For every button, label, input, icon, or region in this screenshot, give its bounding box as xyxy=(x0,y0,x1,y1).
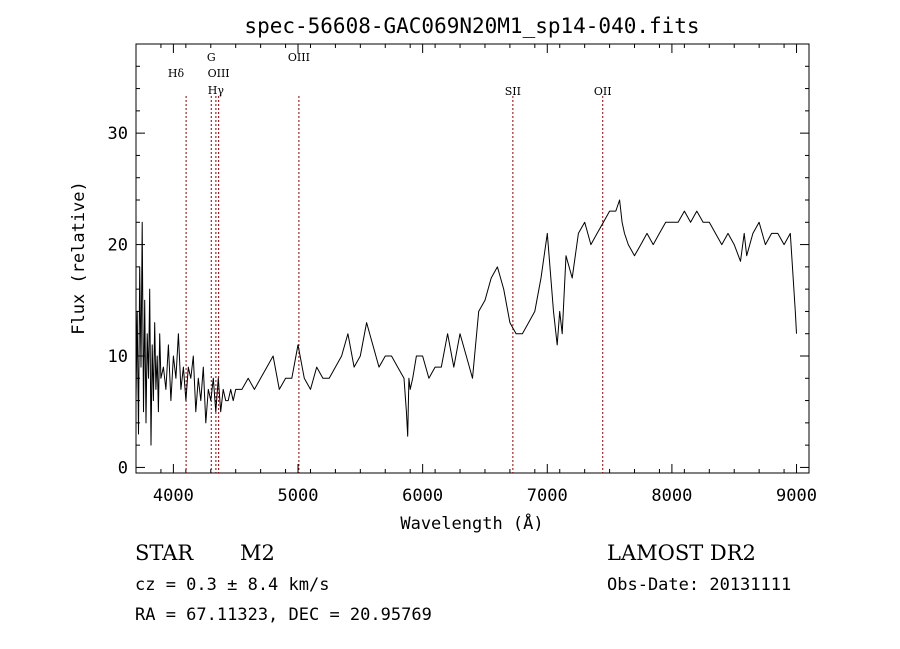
y-tick-label: 0 xyxy=(118,458,128,478)
spectrum-line xyxy=(135,199,797,446)
plot-frame xyxy=(135,43,810,474)
line-marker-label: OII xyxy=(594,85,612,98)
line-marker-label: OIII xyxy=(208,67,230,80)
x-tick-label: 7000 xyxy=(527,486,568,506)
x-axis-label: Wavelength (Å) xyxy=(400,512,543,534)
survey-label: LAMOST DR2 xyxy=(607,541,756,565)
y-tick-label: 10 xyxy=(108,347,128,367)
line-marker-label: G xyxy=(207,51,216,64)
y-axis-label: Flux (relative) xyxy=(69,181,89,335)
chart-title: spec-56608-GAC069N20M1_sp14-040.fits xyxy=(244,14,699,38)
line-markers: Hδ G OIII Hγ OIII SII OII xyxy=(168,51,612,473)
x-tick-label: 9000 xyxy=(776,486,817,506)
coordinates-readout: RA = 67.11323, DEC = 20.95769 xyxy=(135,605,432,625)
object-class: STAR xyxy=(135,541,194,565)
redshift-readout: cz = 0.3 ± 8.4 km/s xyxy=(135,575,329,595)
line-marker-label: Hγ xyxy=(208,84,225,97)
line-marker-label: Hδ xyxy=(168,67,185,80)
obs-date: Obs-Date: 20131111 xyxy=(607,575,791,595)
x-axis-ticks: 4000 5000 6000 7000 8000 9000 xyxy=(135,44,817,506)
object-subclass: M2 xyxy=(240,541,275,565)
x-tick-label: 5000 xyxy=(278,486,319,506)
y-tick-label: 30 xyxy=(108,124,128,144)
x-tick-label: 4000 xyxy=(153,486,194,506)
x-tick-label: 8000 xyxy=(651,486,692,506)
line-marker-label: SII xyxy=(505,85,521,98)
y-tick-label: 20 xyxy=(108,236,128,256)
y-axis-ticks: 0 10 20 30 xyxy=(108,43,809,478)
x-tick-label: 6000 xyxy=(402,486,443,506)
line-marker-label: OIII xyxy=(288,51,310,64)
